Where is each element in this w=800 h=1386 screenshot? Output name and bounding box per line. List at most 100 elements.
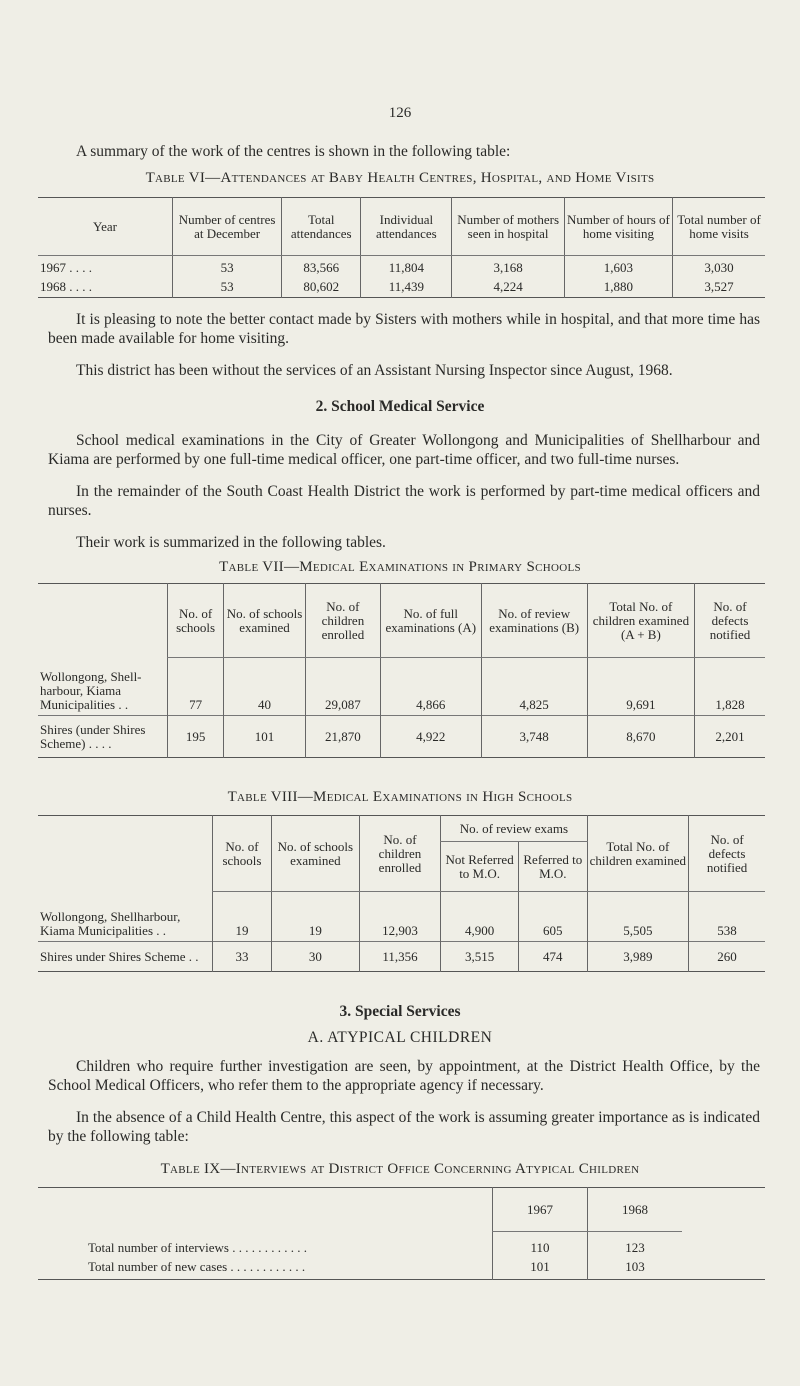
t8-cell: 19 — [270, 891, 360, 942]
t9-header: 1967 — [492, 1187, 588, 1232]
t8-cell: 260 — [688, 941, 765, 972]
t8-cell: 3,989 — [586, 941, 689, 972]
t7-header: No. of schools — [166, 583, 224, 658]
t6-cell: 83,566 — [281, 255, 361, 278]
t6-cell: 4,224 — [451, 277, 565, 298]
intro-text: A summary of the work of the centres is … — [76, 143, 511, 160]
table-row: Shires under Shires Scheme . . 33 30 11,… — [38, 941, 765, 972]
t9-cell: 110 — [492, 1231, 588, 1258]
t8-header: Total No. of children examined — [586, 815, 689, 892]
t7-cell: 40 — [223, 657, 306, 716]
t8-header: No. of defects notified — [688, 815, 765, 892]
page-number: 126 — [388, 105, 412, 121]
t7-cell: 3,748 — [480, 715, 588, 758]
t6-header: Individual attendances — [360, 197, 452, 256]
t8-cell: 5,505 — [586, 891, 689, 942]
t6-cell: 3,527 — [672, 277, 765, 298]
t8-cell: 19 — [212, 891, 272, 942]
t6-header: Total attendances — [281, 197, 361, 256]
paragraph: It is pleasing to note the better contac… — [48, 311, 760, 347]
t6-header: Number of centres at December — [171, 197, 282, 256]
t6-cell: 11,439 — [360, 277, 452, 298]
t8-cell: 30 — [270, 941, 360, 972]
t7-header: No. of defects notified — [694, 583, 765, 658]
table7-title: Table VII—Medical Examinations in Primar… — [219, 559, 581, 575]
table-row: Total number of new cases . . . . . . . … — [38, 1257, 765, 1280]
t7-cell: 4,922 — [379, 715, 482, 758]
page: 126 A summary of the work of the centres… — [38, 105, 765, 1280]
t7-cell: 21,870 — [304, 715, 381, 758]
t7-header: No. of schools examined — [223, 583, 306, 658]
t9-header: 1968 — [587, 1187, 682, 1232]
t6-header: Total number of home visits — [672, 197, 765, 256]
table8: No. of schools No. of schools examined N… — [38, 815, 765, 972]
t8-cell: 3,515 — [440, 941, 519, 972]
t7-cell: 4,825 — [480, 657, 588, 716]
paragraph: In the absence of a Child Health Centre,… — [48, 1109, 760, 1145]
t7-header: Total No. of children examined (A + B) — [586, 583, 695, 658]
t8-cell: 474 — [518, 941, 588, 972]
t7-cell: 9,691 — [586, 657, 695, 716]
paragraph: This district has been without the servi… — [76, 362, 673, 379]
t9-cell: 123 — [587, 1231, 682, 1258]
table8-title: Table VIII—Medical Examinations in High … — [227, 789, 573, 805]
t7-cell: 195 — [166, 715, 224, 758]
t8-header: No. of children enrolled — [358, 815, 441, 892]
table7: No. of schools No. of schools examined N… — [38, 583, 765, 758]
t7-cell: 8,670 — [586, 715, 695, 758]
t9-cell: 103 — [587, 1257, 682, 1280]
t7-header: No. of children enrolled — [304, 583, 381, 658]
table9-title: Table IX—Interviews at District Office C… — [160, 1161, 640, 1177]
t9-cell: 101 — [492, 1257, 588, 1280]
table-row: 1967 . . . . 53 83,566 11,804 3,168 1,60… — [38, 255, 765, 278]
paragraph: In the remainder of the South Coast Heal… — [48, 483, 760, 519]
t6-cell: 1,603 — [563, 255, 673, 278]
table6-title: Table VI—Attendances at Baby Health Cent… — [145, 170, 655, 186]
table-row: 1968 . . . . 53 80,602 11,439 4,224 1,88… — [38, 277, 765, 298]
t8-subheader: Not Referred to M.O. — [440, 841, 519, 892]
t7-cell: 1,828 — [694, 657, 765, 716]
t6-cell: 1967 . . . . — [40, 259, 92, 275]
t8-cell: 4,900 — [440, 891, 519, 942]
t8-header: No. of schools examined — [270, 815, 360, 892]
t7-cell: 101 — [223, 715, 306, 758]
row-label: Shires under Shires Scheme . . — [40, 948, 199, 964]
t8-header: No. of schools — [212, 815, 272, 892]
t6-cell: 80,602 — [281, 277, 361, 298]
t6-cell: 3,168 — [451, 255, 565, 278]
t7-cell: 77 — [166, 657, 224, 716]
t7-cell: 2,201 — [694, 715, 765, 758]
t7-header: No. of review examinations (B) — [480, 583, 588, 658]
t8-cell: 11,356 — [358, 941, 441, 972]
table6: Year Number of centres at December Total… — [38, 197, 765, 298]
section-heading: 2. School Medical Service — [315, 398, 485, 415]
t6-header: Year — [38, 197, 173, 256]
row-label: Shires (under Shires Scheme) . . . . — [40, 721, 146, 751]
t8-cell: 538 — [688, 891, 765, 942]
t6-cell: 53 — [171, 277, 282, 298]
table-row: Wollongong, Shellharbour, Kiama Municipa… — [38, 891, 765, 942]
paragraph: School medical examinations in the City … — [48, 432, 760, 468]
row-label: Total number of interviews . . . . . . .… — [88, 1239, 307, 1255]
row-label: Wollongong, Shellharbour, Kiama Municipa… — [40, 909, 181, 938]
section-heading: 3. Special Services — [339, 1003, 461, 1020]
t6-header: Number of hours of home visiting — [563, 197, 673, 256]
t6-header: Number of mothers seen in hospital — [451, 197, 565, 256]
subsection-heading: A. ATYPICAL CHILDREN — [307, 1029, 493, 1046]
t7-cell: 29,087 — [304, 657, 381, 716]
paragraph: Their work is summarized in the followin… — [76, 534, 386, 551]
t8-subheader: Referred to M.O. — [518, 841, 588, 892]
row-label: Wollongong, Shell-harbour, Kiama Municip… — [40, 669, 142, 712]
t6-cell: 3,030 — [672, 255, 765, 278]
t6-cell: 53 — [171, 255, 282, 278]
t6-cell: 1,880 — [563, 277, 673, 298]
t8-cell: 605 — [518, 891, 588, 942]
row-label: Total number of new cases . . . . . . . … — [88, 1258, 306, 1274]
t7-header: No. of full examinations (A) — [379, 583, 482, 658]
t6-cell: 1968 . . . . — [40, 279, 92, 295]
t8-cell: 12,903 — [358, 891, 441, 942]
table9: 1967 1968 Total number of interviews . .… — [38, 1187, 765, 1280]
t6-cell: 11,804 — [360, 255, 452, 278]
table-row: Total number of interviews . . . . . . .… — [38, 1231, 765, 1258]
t7-cell: 4,866 — [379, 657, 482, 716]
